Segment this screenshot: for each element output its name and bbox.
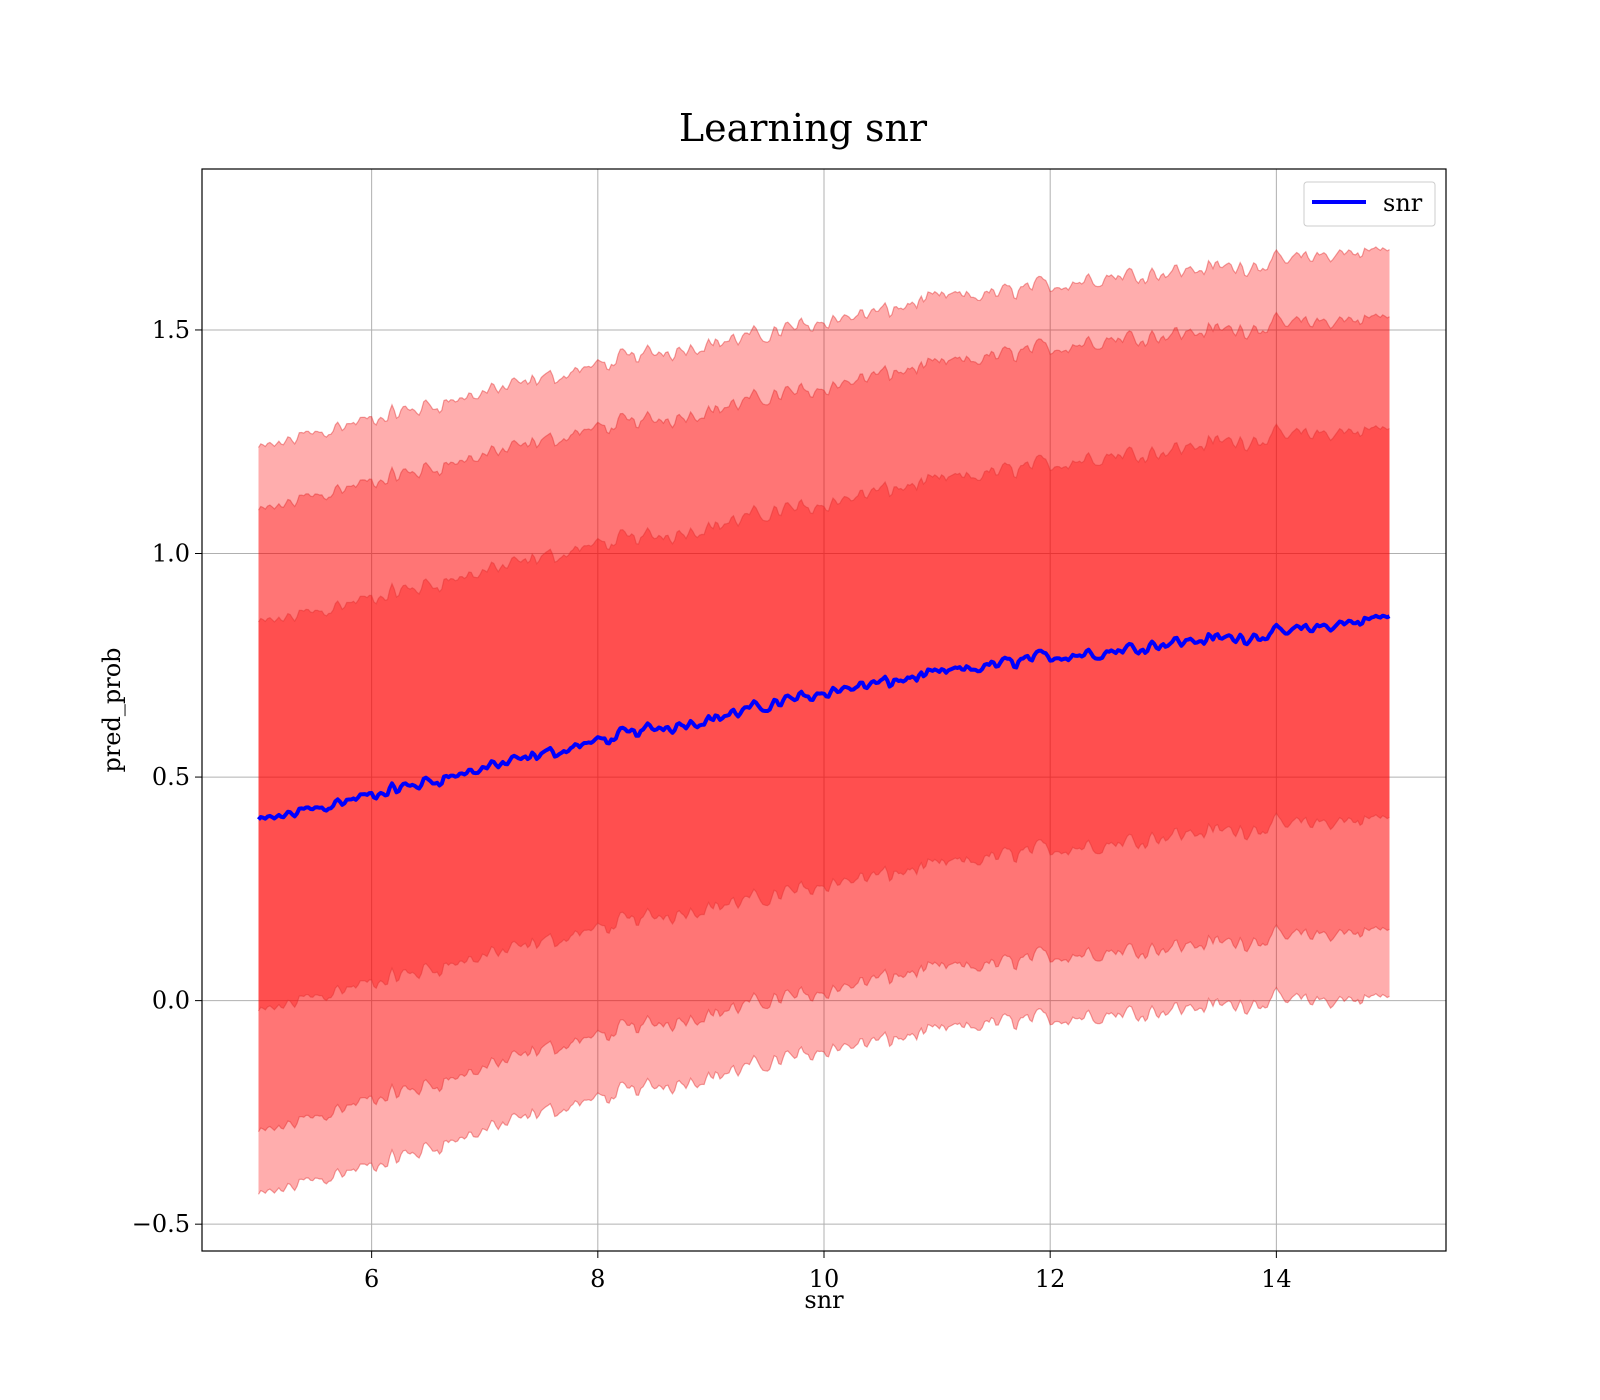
band-fill-1 (258, 247, 1390, 1195)
band-lower-edge-1 (257, 986, 1390, 1195)
y-tick-label: 1.0 (152, 540, 190, 568)
series-lines (257, 613, 1391, 821)
x-tick-label: 10 (809, 1265, 840, 1293)
band-lower-edge-2 (257, 923, 1390, 1133)
x-tick-label: 8 (590, 1265, 605, 1293)
x-tick-label: 6 (364, 1265, 379, 1293)
legend-box (1303, 181, 1436, 227)
confidence-bands (257, 246, 1390, 1195)
band-upper-edge-2 (257, 311, 1390, 511)
band-fill-2 (258, 312, 1390, 1132)
y-tick-label: 1.5 (152, 316, 190, 344)
plot-area (195, 168, 1447, 1258)
band-upper-edge-3 (257, 423, 1390, 623)
band-lower-edge-3 (257, 812, 1390, 1012)
y-tick-label: 0.5 (152, 763, 190, 791)
legend-label-snr: snr (1383, 189, 1423, 217)
x-axis-label: snr (804, 1286, 844, 1314)
series-line-snr (257, 613, 1391, 821)
y-tick-label: −0.5 (132, 1210, 190, 1238)
band-fill-3 (258, 424, 1390, 1011)
legend: snr (1303, 181, 1436, 227)
chart-title: Learning snr (679, 106, 928, 150)
y-axis-label: pred_prob (98, 647, 126, 772)
grid (202, 169, 1446, 1251)
band-upper-edge-1 (257, 246, 1390, 448)
axis-ticks (195, 329, 1277, 1258)
x-tick-label: 14 (1261, 1265, 1292, 1293)
x-tick-label: 12 (1035, 1265, 1066, 1293)
y-tick-label: 0.0 (152, 987, 190, 1015)
